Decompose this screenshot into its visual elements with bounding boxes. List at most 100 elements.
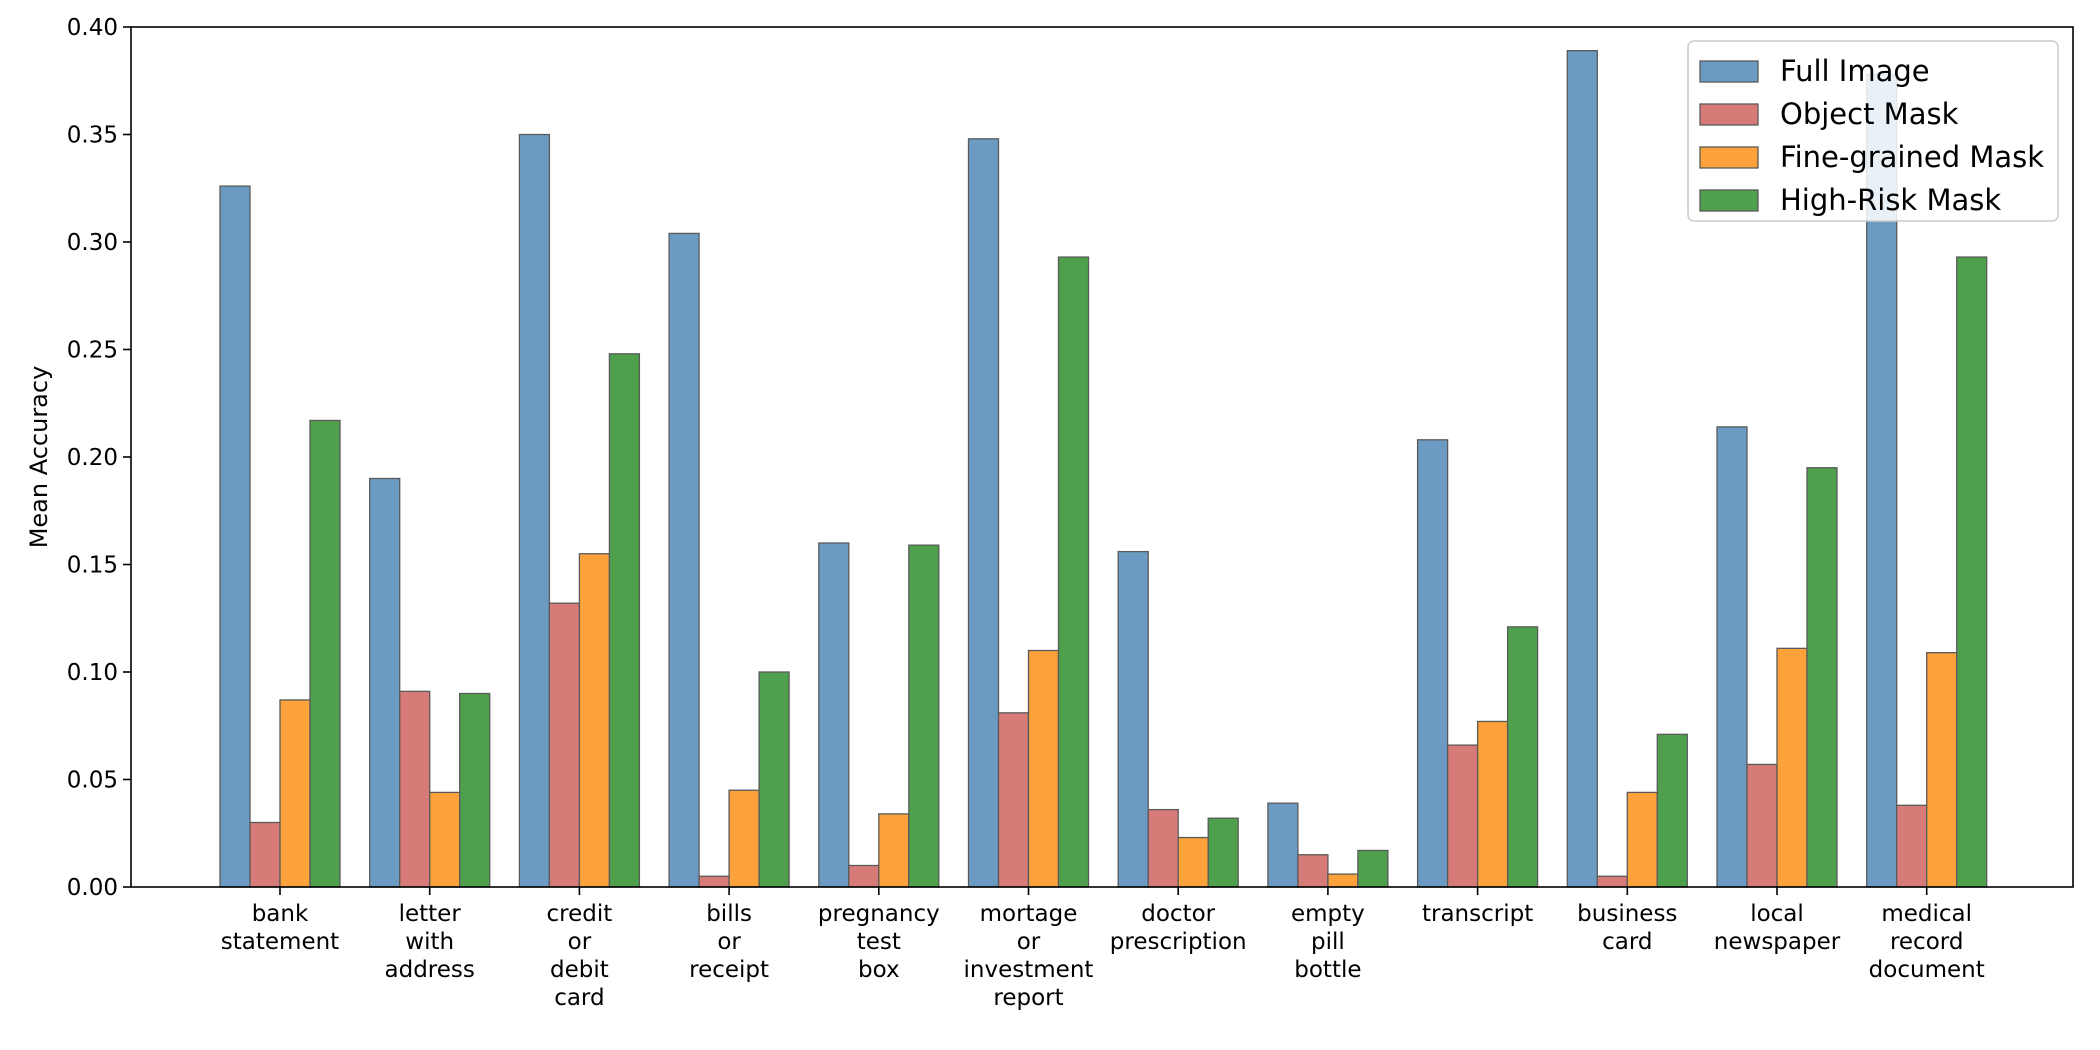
x-tick-label: bank statement [221, 901, 339, 955]
bar-object-mask-7 [1297, 854, 1329, 888]
bar-fine-grained-mask-1 [429, 791, 461, 888]
bar-high-risk-mask-8 [1506, 626, 1539, 888]
x-tick-label-line: credit [547, 901, 613, 927]
x-tick-label-line: test [857, 929, 901, 955]
bar-fine-grained-mask-11 [1926, 652, 1958, 888]
legend-box [1687, 40, 2059, 222]
x-tick-label-line: report [993, 985, 1063, 1011]
x-tick-label: letter with address [385, 901, 475, 983]
x-tick-label: doctor prescription [1110, 901, 1247, 955]
legend: Full Image Object Mask Fine-grained Mask Hi… [1687, 40, 2059, 222]
bar-high-risk-mask-0 [309, 419, 341, 888]
x-tick-label: medical record document [1869, 901, 1985, 983]
legend-label-fine-grained-mask: Fine-grained Mask [1780, 140, 2044, 174]
x-tick-label: mortage or investment report [964, 901, 1094, 1011]
x-tick-label-line: pregnancy [818, 901, 940, 927]
legend-swatch-full-image [1699, 60, 1759, 83]
x-tick-label-line: prescription [1110, 929, 1247, 955]
y-tick-label: 0.05 [67, 768, 118, 794]
bar-full-image-0 [219, 185, 251, 888]
x-tick-label: credit or debit card [547, 901, 613, 1011]
x-tick-label-line: local [1750, 901, 1804, 927]
x-tick-label-line: card [554, 985, 604, 1011]
x-tick-label-line: investment [964, 957, 1094, 983]
bar-object-mask-10 [1746, 763, 1778, 888]
x-tick-label-line: business [1577, 901, 1677, 927]
bar-fine-grained-mask-10 [1776, 647, 1808, 888]
x-tick-label-line: mortage [980, 901, 1078, 927]
bar-fine-grained-mask-7 [1327, 873, 1359, 888]
bar-object-mask-6 [1147, 808, 1179, 888]
x-tick-label-line: statement [221, 929, 339, 955]
y-tick-label: 0.40 [67, 15, 118, 41]
bar-full-image-10 [1716, 426, 1748, 888]
x-tick-label-line: transcript [1422, 901, 1533, 927]
bar-fine-grained-mask-4 [878, 813, 910, 888]
x-tick-label-line: bills [706, 901, 752, 927]
bar-high-risk-mask-10 [1806, 467, 1838, 888]
legend-swatch-fine-grained-mask [1699, 146, 1759, 169]
bar-object-mask-8 [1446, 744, 1479, 888]
x-tick-label: local newspaper [1714, 901, 1841, 955]
bar-full-image-2 [518, 133, 551, 888]
y-axis: 0.00 0.05 0.10 0.15 0.20 0.25 0.30 0.35 0.40 [67, 15, 131, 901]
x-tick-label-line: debit [550, 957, 609, 983]
x-tick-label-line: record [1890, 929, 1963, 955]
bar-object-mask-11 [1896, 804, 1928, 888]
bar-high-risk-mask-11 [1956, 256, 1988, 888]
bar-object-mask-0 [249, 821, 281, 888]
legend-swatch-object-mask [1699, 103, 1759, 126]
y-tick-label: 0.25 [67, 338, 118, 364]
bar-high-risk-mask-6 [1207, 817, 1239, 888]
bar-high-risk-mask-9 [1656, 733, 1688, 888]
x-tick-label: transcript [1422, 901, 1533, 927]
legend-label-full-image: Full Image [1780, 54, 1930, 88]
y-tick-label: 0.00 [67, 875, 118, 901]
x-tick-label-line: empty [1291, 901, 1365, 927]
bar-full-image-4 [818, 542, 850, 888]
bar-object-mask-2 [548, 602, 581, 888]
bar-object-mask-3 [698, 875, 730, 888]
x-tick-label: bills or receipt [689, 901, 769, 983]
x-tick-label-line: address [385, 957, 475, 983]
y-tick-label: 0.35 [67, 123, 118, 149]
bar-full-image-9 [1566, 50, 1598, 888]
y-tick-label: 0.20 [67, 445, 118, 471]
bar-fine-grained-mask-0 [279, 699, 311, 888]
x-tick-label-line: bottle [1294, 957, 1361, 983]
bar-object-mask-1 [399, 690, 431, 888]
bar-high-risk-mask-5 [1057, 256, 1090, 888]
x-tick-label-line: medical [1881, 901, 1972, 927]
x-tick-label-line: with [405, 929, 454, 955]
bar-object-mask-5 [997, 712, 1030, 888]
bar-fine-grained-mask-6 [1177, 836, 1209, 888]
legend-swatch-high-risk-mask [1699, 189, 1759, 212]
x-tick-label-line: or [568, 929, 592, 955]
x-tick-label-line: box [858, 957, 900, 983]
bar-high-risk-mask-3 [758, 671, 790, 888]
x-tick-label-line: bank [252, 901, 309, 927]
bar-fine-grained-mask-3 [728, 789, 760, 888]
legend-label-high-risk-mask: High-Risk Mask [1780, 183, 2001, 217]
x-tick-label-line: or [717, 929, 741, 955]
bar-full-image-5 [967, 138, 1000, 888]
bar-fine-grained-mask-2 [578, 553, 611, 888]
bar-fine-grained-mask-9 [1626, 791, 1658, 888]
bar-high-risk-mask-4 [908, 544, 940, 888]
bar-high-risk-mask-1 [459, 692, 491, 888]
bar-full-image-6 [1117, 550, 1149, 888]
x-tick-label: empty pill bottle [1291, 901, 1365, 983]
bar-full-image-3 [668, 232, 700, 888]
x-tick-label-line: or [1017, 929, 1041, 955]
bar-full-image-1 [369, 477, 401, 888]
bar-fine-grained-mask-8 [1476, 720, 1509, 888]
bar-high-risk-mask-2 [608, 353, 641, 888]
bar-full-image-7 [1267, 802, 1299, 888]
legend-label-object-mask: Object Mask [1780, 97, 1959, 131]
bar-high-risk-mask-7 [1357, 849, 1389, 888]
x-tick-label-line: doctor [1141, 901, 1215, 927]
bar-object-mask-4 [848, 864, 880, 888]
x-tick-label: business card [1577, 901, 1677, 955]
x-tick-label-line: pill [1311, 929, 1345, 955]
